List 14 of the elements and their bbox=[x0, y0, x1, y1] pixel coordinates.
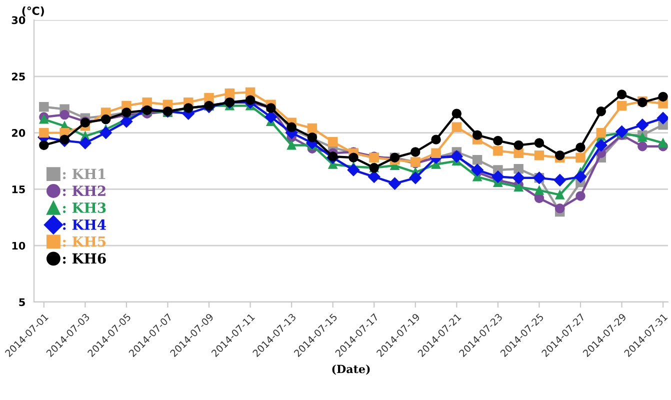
legend-label: : KH5 bbox=[63, 236, 106, 247]
x-axis-title: (Date) bbox=[332, 364, 370, 375]
legend-label: : KH2 bbox=[63, 186, 106, 196]
y-axis-title: (℃) bbox=[22, 6, 44, 16]
y-tick-label: 15 bbox=[12, 186, 25, 194]
legend-label: : KH1 bbox=[63, 168, 106, 180]
y-tick-label: 20 bbox=[12, 129, 26, 137]
y-tick-label: 10 bbox=[12, 242, 26, 250]
legend-label: : KH3 bbox=[63, 202, 106, 213]
y-tick-label: 25 bbox=[12, 72, 25, 81]
legend-label: : KH4 bbox=[63, 219, 106, 230]
legend-label: : KH6 bbox=[63, 253, 106, 264]
y-tick-label: 30 bbox=[12, 16, 26, 24]
y-tick-label: 5 bbox=[19, 298, 25, 306]
